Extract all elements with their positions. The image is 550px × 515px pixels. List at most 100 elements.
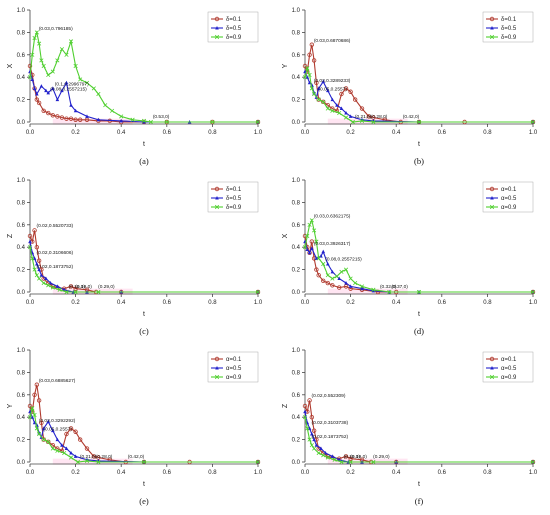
data-point xyxy=(77,437,83,442)
data-point xyxy=(387,289,392,295)
y-axis-label: Z xyxy=(282,403,289,408)
data-point xyxy=(39,58,44,63)
y-tick-label: 0.4 xyxy=(292,415,301,421)
series-2 xyxy=(28,69,260,124)
data-point xyxy=(255,459,261,465)
data-point xyxy=(68,116,74,121)
data-point xyxy=(350,119,355,125)
y-tick-label: 0.4 xyxy=(17,415,26,421)
data-label: (0.03,0.3926317) xyxy=(314,241,351,247)
data-point xyxy=(50,285,55,290)
series-line xyxy=(304,235,533,293)
data-point xyxy=(50,69,55,74)
legend-label: α=0.1 xyxy=(226,357,242,363)
data-point xyxy=(46,90,51,95)
y-tick-label: 1.0 xyxy=(292,178,301,184)
data-point xyxy=(303,409,307,414)
data-point xyxy=(35,92,39,96)
data-point xyxy=(64,289,69,295)
data-point xyxy=(343,86,349,91)
data-point xyxy=(37,267,41,272)
y-tick-label: 0.2 xyxy=(292,268,301,274)
y-tick-label: 0.4 xyxy=(292,245,301,251)
data-point xyxy=(343,267,349,272)
data-label: (0.53,0) xyxy=(153,114,170,120)
data-point xyxy=(210,119,215,125)
data-point xyxy=(36,100,42,106)
figure-caption: (a) xyxy=(139,156,149,166)
data-point xyxy=(343,115,349,120)
data-point xyxy=(46,439,51,444)
data-point xyxy=(77,117,83,122)
data-point xyxy=(316,450,321,456)
y-tick-label: 1.0 xyxy=(17,8,26,14)
data-point xyxy=(41,437,46,442)
chart-f: 0.0 0.2 0.4 0.6 0.8 1.0 0.0 0.2 0.4 0.6 0.8 1.0 t Z (0… xyxy=(282,348,538,506)
data-point xyxy=(46,283,51,288)
data-point xyxy=(84,117,90,122)
data-point xyxy=(55,114,60,119)
data-point xyxy=(307,72,312,78)
x-tick-label: 0.2 xyxy=(71,130,80,136)
data-point xyxy=(55,437,60,442)
chart-c: 0.0 0.2 0.4 0.6 0.8 1.0 0.0 0.2 0.4 0.6 0.8 1.0 t Z (0… xyxy=(7,178,263,336)
data-point xyxy=(27,75,33,80)
data-point xyxy=(305,75,310,79)
x-tick-label: 1.0 xyxy=(529,130,538,136)
data-point xyxy=(366,114,372,119)
data-point xyxy=(336,285,342,290)
figure-caption: (d) xyxy=(414,326,424,336)
series-line xyxy=(304,241,533,293)
data-label: (0.16,0) xyxy=(343,454,360,460)
legend-label: δ=0.9 xyxy=(226,35,242,41)
data-point xyxy=(32,267,37,272)
data-label: (0.16,0) xyxy=(68,284,85,290)
x-tick-label: 0.0 xyxy=(301,130,310,136)
data-point xyxy=(309,86,314,91)
data-point xyxy=(73,108,78,113)
data-point xyxy=(75,459,80,465)
x-tick-label: 0.4 xyxy=(392,470,401,476)
legend-marker xyxy=(489,374,495,380)
data-point xyxy=(55,97,60,102)
data-point xyxy=(35,262,39,266)
data-point xyxy=(64,446,69,451)
series-3 xyxy=(27,30,261,125)
legend-label: α=0.1 xyxy=(501,357,517,363)
data-point xyxy=(73,286,78,291)
data-point xyxy=(337,276,341,281)
x-axis-label: t xyxy=(143,311,145,318)
series-2 xyxy=(303,239,535,294)
data-point xyxy=(330,283,335,288)
data-point xyxy=(84,80,90,85)
data-point xyxy=(73,289,78,295)
x-tick-label: 0.8 xyxy=(208,470,217,476)
data-point xyxy=(32,392,37,397)
data-point xyxy=(34,273,39,278)
legend-marker xyxy=(489,186,495,192)
data-point xyxy=(91,454,97,459)
y-tick-label: 0.0 xyxy=(292,290,301,296)
data-label: (0.28,0) xyxy=(371,114,388,120)
data-label: (0.03,0.6362175) xyxy=(314,214,351,220)
x-tick-label: 0.0 xyxy=(301,300,310,306)
series-line xyxy=(29,65,258,123)
y-tick-label: 0.8 xyxy=(292,200,301,206)
data-point xyxy=(57,287,62,292)
data-label: (0.42,0) xyxy=(403,114,420,120)
legend-marker xyxy=(489,356,495,362)
chart-panel-b: 0.0 0.2 0.4 0.6 0.8 1.0 0.0 0.2 0.4 0.6 0.8 1.0 t Y (0… xyxy=(275,0,550,170)
figure-caption: (e) xyxy=(139,496,149,506)
data-point xyxy=(60,443,64,447)
series-3 xyxy=(302,415,536,465)
data-point xyxy=(36,398,42,403)
data-point xyxy=(353,280,358,286)
x-tick-label: 0.8 xyxy=(208,300,217,306)
data-point xyxy=(109,108,115,113)
legend-marker xyxy=(214,16,220,22)
y-tick-label: 0.8 xyxy=(17,30,26,36)
legend-label: δ=0.1 xyxy=(501,17,517,23)
legend-label: δ=0.1 xyxy=(226,17,242,23)
data-point xyxy=(332,457,337,462)
data-point xyxy=(255,289,261,295)
